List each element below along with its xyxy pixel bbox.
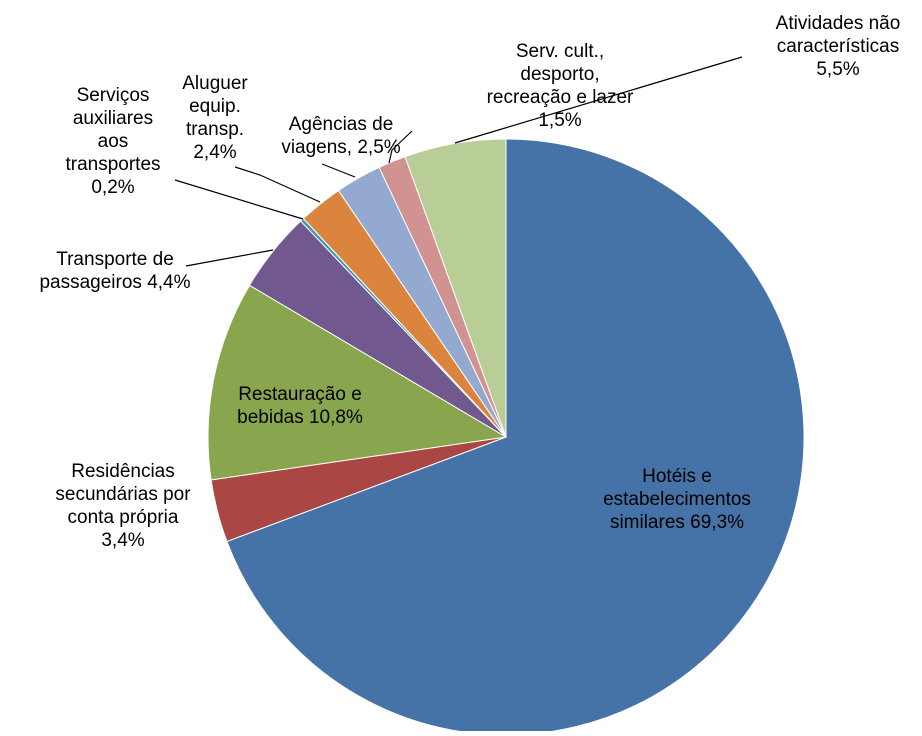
slice-label: Transporte de passageiros 4,4% (39, 249, 190, 293)
slice-label-line: recreação e lazer (487, 87, 634, 108)
slice-label-line: 2,4% (193, 142, 236, 163)
slice-label-line: Serv. cult., (516, 41, 604, 62)
slice-label-line: 3,4% (101, 530, 144, 551)
leader-line (234, 166, 321, 203)
slice-label-line: 5,5% (816, 59, 859, 80)
slice-label: Hotéis e estabelecimentos similares 69,3% (603, 466, 751, 533)
slice-label-line: transportes (65, 154, 160, 175)
pie-slice (207, 284, 508, 481)
leader-line (174, 179, 304, 220)
slice-label: Atividades não características 5,5% (776, 13, 901, 80)
slice-label: Agências de viagens, 2,5% (281, 114, 400, 158)
slice-label-line: conta própria (68, 507, 179, 528)
slice-label-line: desporto, (520, 64, 599, 85)
slice-label-line: aos (98, 131, 129, 152)
slice-label-line: bebidas 10,8% (237, 407, 363, 428)
slice-label: Restauração e bebidas 10,8% (237, 384, 363, 428)
slice-label-line: viagens, 2,5% (281, 137, 400, 158)
leader-lines-layer (174, 56, 743, 267)
slices-layer (207, 138, 805, 736)
slice-label-line: 1,5% (538, 110, 581, 131)
slice-label: Residências secundárias por conta própria 3… (55, 461, 191, 551)
slice-label-line: Hotéis e (642, 466, 712, 487)
slice-label-line: auxiliares (73, 108, 153, 129)
slice-label-line: transp. (186, 119, 244, 140)
leader-line (388, 130, 413, 164)
slice-label-line: similares 69,3% (610, 512, 744, 533)
slice-label: Aluguer equip. transp. 2,4% (182, 73, 248, 163)
slice-label-line: Atividades não (776, 13, 901, 34)
slice-label-line: secundárias por (55, 484, 191, 505)
slice-label-line: Serviços (77, 85, 150, 106)
pie-slice (226, 138, 805, 736)
leader-line (454, 56, 743, 144)
slice-label: Serv. cult., desporto, recreação e lazer 1,… (487, 41, 634, 131)
slice-label-line: Residências (71, 461, 175, 482)
leader-line (321, 163, 356, 178)
slice-label-line: passageiros 4,4% (39, 272, 190, 293)
slice-label-line: Restauração e (238, 384, 362, 405)
leader-line (185, 249, 274, 267)
slice-label-line: características (777, 36, 899, 57)
pie-slice (404, 138, 507, 438)
slice-label-line: Aluguer (182, 73, 248, 94)
labels-layer: Hotéis e estabelecimentos similares 69,3% R… (39, 13, 900, 551)
slice-label-line: estabelecimentos (603, 489, 751, 510)
slice-label-line: Agências de (289, 114, 394, 135)
slice-label-line: Transporte de (56, 249, 174, 270)
slice-label-line: equip. (189, 96, 241, 117)
slice-label-line: 0,2% (91, 177, 134, 198)
slice-label: Serviços auxiliares aos transportes 0,2% (65, 85, 160, 198)
